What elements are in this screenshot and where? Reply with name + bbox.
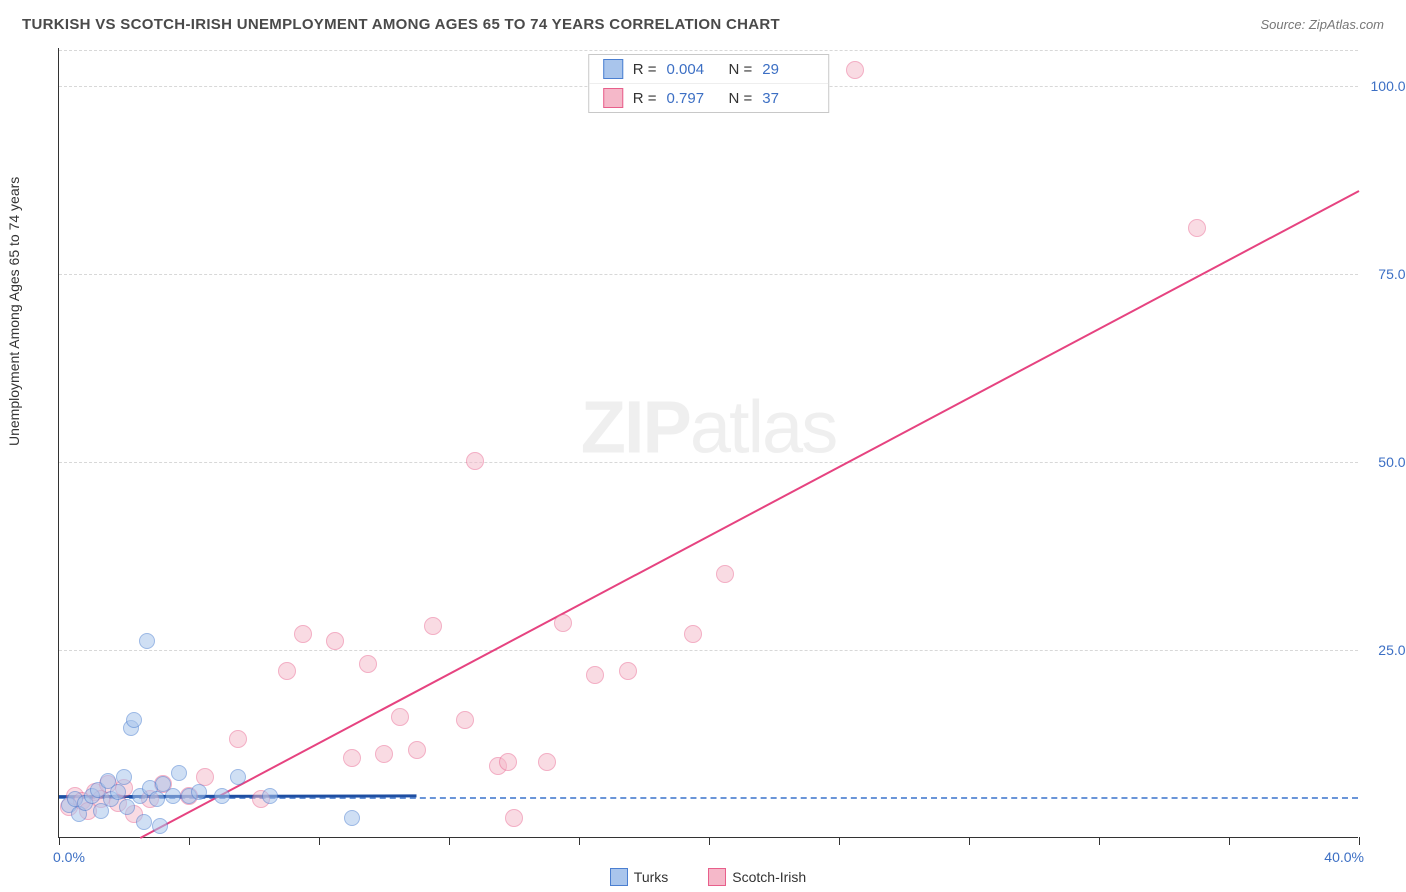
legend-swatch	[603, 59, 623, 79]
legend-item: Scotch-Irish	[708, 868, 806, 886]
x-tick	[1229, 837, 1230, 845]
data-point-scotch-irish	[391, 708, 409, 726]
r-value: 0.797	[667, 90, 719, 107]
data-point-scotch-irish	[456, 711, 474, 729]
data-point-scotch-irish	[229, 730, 247, 748]
legend-swatch	[708, 868, 726, 886]
x-tick	[319, 837, 320, 845]
data-point-scotch-irish	[619, 662, 637, 680]
data-point-turks	[139, 633, 155, 649]
data-point-turks	[165, 788, 181, 804]
x-tick	[59, 837, 60, 845]
n-value: 29	[762, 61, 814, 78]
data-point-scotch-irish	[375, 745, 393, 763]
data-point-turks	[116, 769, 132, 785]
y-tick-label: 25.0%	[1364, 642, 1406, 658]
trend-lines	[59, 48, 1358, 837]
data-point-turks	[214, 788, 230, 804]
x-tick	[189, 837, 190, 845]
data-point-turks	[262, 788, 278, 804]
stats-row: R =0.797N =37	[589, 83, 829, 112]
x-tick	[969, 837, 970, 845]
data-point-scotch-irish	[505, 809, 523, 827]
stats-row: R =0.004N =29	[589, 55, 829, 83]
data-point-turks	[126, 712, 142, 728]
data-point-scotch-irish	[424, 617, 442, 635]
data-point-scotch-irish	[554, 614, 572, 632]
data-point-scotch-irish	[1188, 219, 1206, 237]
data-point-turks	[191, 784, 207, 800]
chart-title: TURKISH VS SCOTCH-IRISH UNEMPLOYMENT AMO…	[22, 16, 780, 33]
x-min-label: 0.0%	[53, 849, 85, 865]
r-value: 0.004	[667, 61, 719, 78]
data-point-scotch-irish	[294, 625, 312, 643]
data-point-turks	[149, 791, 165, 807]
data-point-turks	[171, 765, 187, 781]
legend-swatch	[603, 88, 623, 108]
legend-item: Turks	[610, 868, 668, 886]
data-point-scotch-irish	[586, 666, 604, 684]
data-point-scotch-irish	[343, 749, 361, 767]
x-tick	[579, 837, 580, 845]
data-point-turks	[344, 810, 360, 826]
y-axis-label: Unemployment Among Ages 65 to 74 years	[6, 177, 22, 446]
data-point-scotch-irish	[538, 753, 556, 771]
x-tick	[709, 837, 710, 845]
chart-header: TURKISH VS SCOTCH-IRISH UNEMPLOYMENT AMO…	[22, 16, 1384, 33]
x-max-label: 40.0%	[1324, 849, 1364, 865]
legend-label: Turks	[634, 869, 668, 885]
bottom-legend: Turks Scotch-Irish	[58, 868, 1358, 886]
data-point-scotch-irish	[716, 565, 734, 583]
y-tick-label: 50.0%	[1364, 454, 1406, 470]
x-tick	[449, 837, 450, 845]
data-point-turks	[119, 799, 135, 815]
y-tick-label: 75.0%	[1364, 266, 1406, 282]
data-point-turks	[230, 769, 246, 785]
data-point-scotch-irish	[408, 741, 426, 759]
y-tick-label: 100.0%	[1364, 78, 1406, 94]
data-point-scotch-irish	[466, 452, 484, 470]
data-point-scotch-irish	[359, 655, 377, 673]
data-point-turks	[110, 784, 126, 800]
data-point-scotch-irish	[326, 632, 344, 650]
data-point-scotch-irish	[684, 625, 702, 643]
data-point-scotch-irish	[846, 61, 864, 79]
legend-swatch	[610, 868, 628, 886]
x-tick	[1099, 837, 1100, 845]
data-point-turks	[152, 818, 168, 834]
data-point-scotch-irish	[499, 753, 517, 771]
data-point-turks	[136, 814, 152, 830]
chart-source: Source: ZipAtlas.com	[1260, 17, 1384, 32]
legend-label: Scotch-Irish	[732, 869, 806, 885]
data-point-scotch-irish	[278, 662, 296, 680]
x-tick	[1359, 837, 1360, 845]
plot-area: ZIPatlas 25.0%50.0%75.0%100.0% 0.0% 40.0…	[58, 48, 1358, 838]
correlation-stats-box: R =0.004N =29R =0.797N =37	[588, 54, 830, 113]
n-value: 37	[762, 90, 814, 107]
x-tick	[839, 837, 840, 845]
